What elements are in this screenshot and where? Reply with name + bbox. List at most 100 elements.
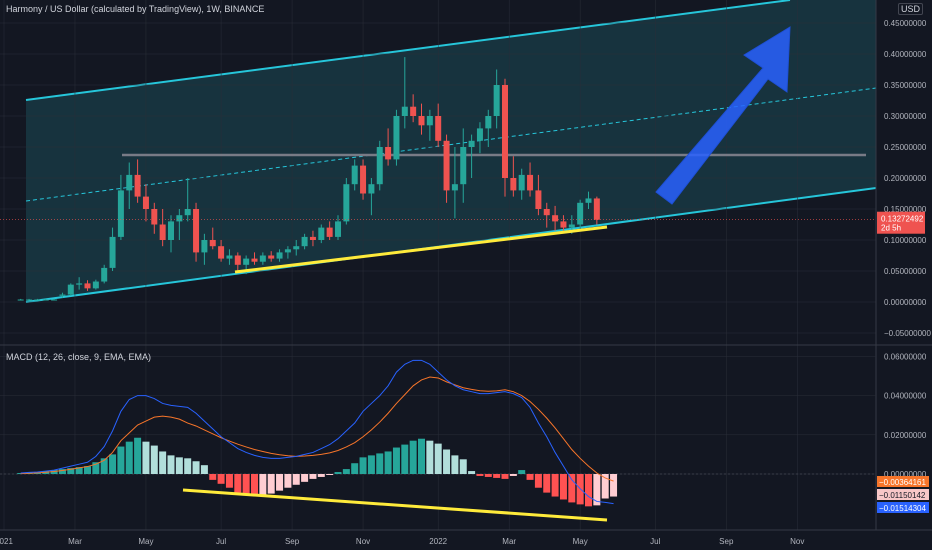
time-tick-label: May — [138, 537, 153, 546]
time-tick-label: Nov — [356, 537, 370, 546]
candle-body — [26, 299, 33, 301]
candle-body — [142, 196, 149, 209]
candle-body — [268, 255, 275, 259]
time-tick-label: Sep — [285, 537, 300, 546]
symbol-title: Harmony / US Dollar (calculated by Tradi… — [6, 4, 265, 14]
histogram-bar — [468, 471, 476, 474]
histogram-bar — [451, 455, 459, 474]
histogram-bar — [426, 440, 434, 474]
macd-tick-label: 0.06000000 — [884, 352, 927, 361]
histogram-bar — [334, 472, 342, 474]
macd-value-label: −0.01514304 — [879, 504, 926, 513]
histogram-bar — [209, 474, 217, 480]
candle-body — [351, 165, 358, 185]
price-tick-label: 0.35000000 — [884, 81, 927, 90]
candle-body — [577, 202, 584, 225]
histogram-bar — [409, 440, 417, 474]
histogram-bar — [142, 441, 150, 474]
histogram-bar — [134, 437, 142, 474]
histogram-bar — [593, 474, 601, 506]
candle-body — [343, 184, 350, 222]
candle-body — [376, 147, 383, 185]
histogram-bar — [476, 474, 484, 476]
time-tick-label: May — [573, 537, 588, 546]
candle-body — [393, 116, 400, 160]
histogram-bar — [601, 474, 609, 499]
histogram-bar — [192, 461, 200, 474]
candle-body — [335, 221, 341, 237]
candle-body — [460, 147, 467, 185]
candle-body — [42, 299, 49, 301]
histogram-bar — [167, 455, 175, 474]
candle-body — [410, 106, 417, 116]
channel-fill — [26, 0, 876, 302]
candle-body — [92, 281, 99, 289]
candle-body — [485, 116, 492, 129]
candle-body — [326, 227, 333, 237]
histogram-bar — [75, 467, 83, 474]
time-tick-label: Mar — [502, 537, 516, 546]
candle-body — [385, 147, 392, 160]
histogram-bar — [292, 474, 300, 485]
histogram-bar — [309, 474, 317, 479]
candle-body — [209, 240, 216, 247]
histogram-bar — [484, 474, 492, 477]
channel-upper-line — [25, 0, 791, 101]
candle-body — [435, 116, 442, 141]
candle-body — [84, 283, 91, 289]
histogram-bar — [50, 470, 58, 474]
histogram-bar — [392, 447, 400, 474]
candle-body — [218, 246, 225, 259]
macd-line — [20, 359, 614, 505]
candle-body — [368, 184, 375, 194]
histogram-bar — [200, 465, 208, 474]
histogram-bar — [251, 474, 258, 496]
currency-label[interactable]: USD — [898, 3, 924, 15]
candle-body — [360, 165, 367, 194]
histogram-bar — [150, 445, 158, 474]
histogram-bar — [559, 474, 567, 500]
histogram-bar — [234, 474, 242, 493]
histogram-bar — [367, 455, 375, 474]
price-tick-label: 0.00000000 — [884, 298, 927, 307]
histogram-bar — [551, 474, 559, 497]
macd-value-label: −0.00364161 — [879, 478, 926, 487]
price-tick-label: 0.30000000 — [884, 112, 927, 121]
time-tick-label: Nov — [790, 537, 804, 546]
candle-body — [552, 215, 559, 222]
histogram-bar — [509, 474, 517, 476]
histogram-bar — [317, 474, 325, 477]
histogram-bar — [100, 458, 108, 474]
candle-body — [276, 252, 283, 259]
candle-body — [259, 255, 266, 262]
time-tick-label: 2021 — [0, 537, 13, 546]
candle-body — [418, 116, 425, 126]
macd-tick-label: 0.04000000 — [884, 392, 927, 401]
time-tick-label: 2022 — [429, 537, 447, 546]
candle-body — [293, 246, 300, 250]
price-tick-label: 0.15000000 — [884, 205, 927, 214]
candle-body — [510, 178, 517, 191]
histogram-bar — [342, 469, 350, 474]
indicator-title: MACD (12, 26, close, 9, EMA, EMA) — [6, 352, 152, 362]
candle-body — [318, 227, 325, 240]
histogram-bar — [401, 444, 409, 474]
price-tick-label: 0.25000000 — [884, 143, 927, 152]
candle-body — [301, 236, 308, 247]
macd-value-tag — [877, 476, 929, 487]
candle-body — [468, 140, 475, 147]
histogram-bar — [117, 446, 125, 474]
histogram-bar — [58, 469, 66, 474]
histogram-bar — [259, 474, 267, 495]
candle-body — [560, 221, 567, 228]
histogram-bar — [518, 470, 526, 474]
histogram-bar — [376, 453, 384, 474]
histogram-bar — [276, 474, 284, 491]
histogram-bar — [326, 474, 334, 475]
histogram-bar — [418, 438, 425, 474]
candle-body — [51, 299, 58, 301]
histogram-bar — [267, 474, 275, 494]
candle-body — [476, 128, 483, 141]
histogram-bar — [184, 458, 192, 474]
